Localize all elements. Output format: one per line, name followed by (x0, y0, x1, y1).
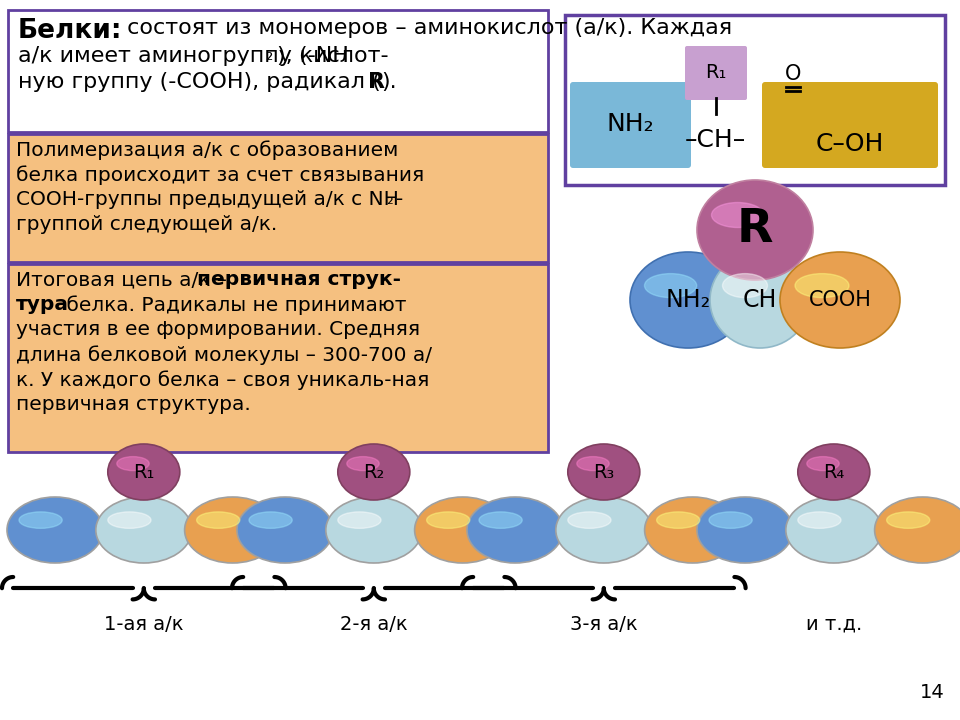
Ellipse shape (117, 456, 149, 471)
Ellipse shape (630, 252, 746, 348)
Text: ), кислот-: ), кислот- (277, 46, 389, 66)
Ellipse shape (567, 512, 611, 528)
Text: –CH–: –CH– (684, 128, 746, 152)
Ellipse shape (798, 512, 841, 528)
FancyBboxPatch shape (762, 82, 938, 168)
Text: ную группу (-COOH), радикал (: ную группу (-COOH), радикал ( (18, 72, 381, 92)
Text: ₂: ₂ (386, 190, 393, 208)
Text: C–OH: C–OH (816, 132, 884, 156)
FancyBboxPatch shape (565, 15, 945, 185)
FancyBboxPatch shape (8, 264, 548, 452)
Ellipse shape (108, 512, 151, 528)
FancyBboxPatch shape (685, 46, 747, 100)
Ellipse shape (786, 497, 882, 563)
Ellipse shape (426, 512, 469, 528)
Text: 14: 14 (921, 683, 945, 702)
FancyBboxPatch shape (570, 82, 691, 168)
Text: R: R (368, 72, 385, 92)
Text: -: - (396, 190, 403, 209)
Text: тура: тура (16, 295, 69, 314)
Text: CH: CH (743, 288, 778, 312)
Text: группой следующей а/к.: группой следующей а/к. (16, 215, 277, 234)
Ellipse shape (249, 512, 292, 528)
Text: NH₂: NH₂ (665, 288, 710, 312)
Text: R₂: R₂ (363, 462, 385, 482)
Ellipse shape (875, 497, 960, 563)
Ellipse shape (723, 274, 767, 297)
Ellipse shape (415, 497, 511, 563)
Ellipse shape (780, 252, 900, 348)
Text: белка. Радикалы не принимают: белка. Радикалы не принимают (60, 295, 406, 315)
Text: и т.д.: и т.д. (805, 615, 862, 634)
Text: Итоговая цепь а/к –: Итоговая цепь а/к – (16, 270, 233, 289)
Ellipse shape (96, 497, 192, 563)
Ellipse shape (710, 252, 810, 348)
Ellipse shape (325, 497, 421, 563)
FancyBboxPatch shape (8, 134, 548, 262)
Text: R₁: R₁ (133, 462, 155, 482)
Ellipse shape (556, 497, 652, 563)
Text: Полимеризация а/к с образованием: Полимеризация а/к с образованием (16, 140, 398, 160)
Ellipse shape (347, 456, 379, 471)
Ellipse shape (806, 456, 839, 471)
Text: ₂: ₂ (265, 46, 273, 64)
Text: 2-я а/к: 2-я а/к (340, 615, 408, 634)
Text: ).: ). (381, 72, 396, 92)
Ellipse shape (798, 444, 870, 500)
Text: первичная структура.: первичная структура. (16, 395, 251, 414)
FancyBboxPatch shape (8, 10, 548, 132)
Ellipse shape (338, 444, 410, 500)
Ellipse shape (887, 512, 930, 528)
Ellipse shape (795, 274, 849, 297)
Text: R₁: R₁ (706, 63, 727, 83)
Text: участия в ее формировании. Средняя: участия в ее формировании. Средняя (16, 320, 420, 339)
Text: COOH: COOH (808, 290, 872, 310)
Text: 1-ая а/к: 1-ая а/к (104, 615, 183, 634)
Ellipse shape (19, 512, 62, 528)
Ellipse shape (697, 497, 793, 563)
Text: O: O (785, 64, 802, 84)
Text: белка происходит за счет связывания: белка происходит за счет связывания (16, 165, 424, 184)
Text: R: R (736, 207, 773, 253)
Ellipse shape (644, 274, 697, 297)
Text: R₃: R₃ (593, 462, 614, 482)
Text: состоят из мономеров – аминокислот (а/к). Каждая: состоят из мономеров – аминокислот (а/к)… (120, 18, 732, 38)
Ellipse shape (711, 202, 764, 228)
Ellipse shape (479, 512, 522, 528)
Text: а/к имеет аминогруппу (-NH: а/к имеет аминогруппу (-NH (18, 46, 348, 66)
Ellipse shape (184, 497, 280, 563)
Ellipse shape (108, 444, 180, 500)
Ellipse shape (709, 512, 753, 528)
Ellipse shape (197, 512, 240, 528)
Text: 3-я а/к: 3-я а/к (570, 615, 637, 634)
Ellipse shape (467, 497, 563, 563)
Text: первичная струк-: первичная струк- (197, 270, 401, 289)
Ellipse shape (338, 512, 381, 528)
Ellipse shape (697, 180, 813, 280)
Ellipse shape (567, 444, 639, 500)
Text: NH₂: NH₂ (606, 112, 654, 136)
Text: длина белковой молекулы – 300-700 а/: длина белковой молекулы – 300-700 а/ (16, 345, 432, 364)
Text: к. У каждого белка – своя уникаль-ная: к. У каждого белка – своя уникаль-ная (16, 370, 429, 390)
Text: R₄: R₄ (823, 462, 845, 482)
Text: СООН-группы предыдущей а/к с NH: СООН-группы предыдущей а/к с NH (16, 190, 398, 209)
Text: Белки:: Белки: (18, 18, 123, 44)
Ellipse shape (7, 497, 103, 563)
Ellipse shape (644, 497, 740, 563)
Ellipse shape (577, 456, 610, 471)
Ellipse shape (237, 497, 333, 563)
Ellipse shape (657, 512, 700, 528)
